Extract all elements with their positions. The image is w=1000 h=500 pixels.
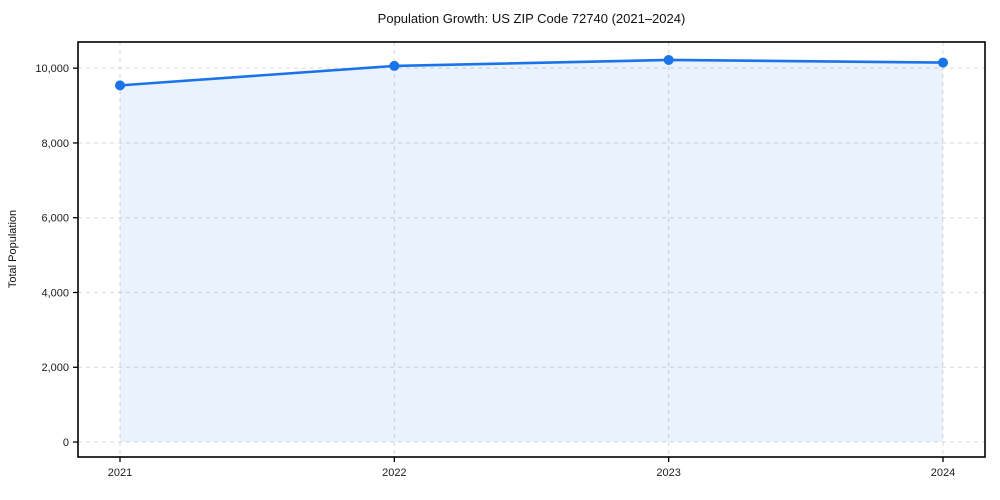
y-tick-label: 6,000 [41, 213, 69, 225]
x-tick-label: 2024 [931, 467, 955, 479]
x-tick-label: 2023 [656, 467, 680, 479]
x-tick-label: 2021 [108, 467, 132, 479]
x-tick-label: 2022 [382, 467, 406, 479]
chart-title: Population Growth: US ZIP Code 72740 (20… [377, 11, 686, 26]
y-tick-label: 2,000 [41, 362, 69, 374]
y-tick-label: 4,000 [41, 287, 69, 299]
trend-line [118, 58, 945, 87]
data-point [115, 80, 125, 91]
data-point [938, 57, 948, 68]
plot-frame [77, 41, 986, 458]
data-point [389, 60, 400, 71]
data-point [663, 54, 674, 65]
y-tick-label: 0 [63, 437, 69, 449]
y-tick-label: 8,000 [41, 138, 69, 150]
area-fill [120, 59, 943, 443]
y-tick-label: 10,000 [35, 63, 69, 75]
